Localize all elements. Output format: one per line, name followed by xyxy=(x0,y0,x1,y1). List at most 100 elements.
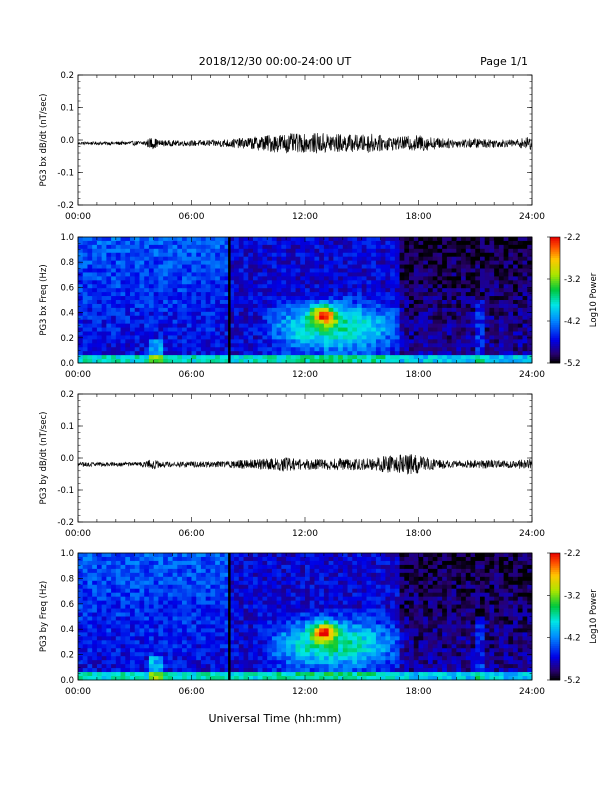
heatmap-cell xyxy=(357,339,363,344)
heatmap-cell xyxy=(106,347,112,352)
heatmap-cell xyxy=(361,237,367,242)
heatmap-cell xyxy=(92,652,98,657)
heatmap-cell xyxy=(286,268,292,273)
heatmap-cell xyxy=(498,248,505,254)
heatmap-cell xyxy=(205,343,211,348)
heatmap-cell xyxy=(177,300,183,305)
heatmap-cell xyxy=(153,240,159,246)
heatmap-cell xyxy=(234,323,240,328)
heatmap-cell xyxy=(139,580,145,586)
heatmap-cell xyxy=(196,596,202,602)
heatmap-cell xyxy=(78,272,84,277)
heatmap-cell xyxy=(286,311,292,317)
heatmap-cell xyxy=(276,588,282,594)
heatmap-cell xyxy=(309,237,315,242)
heatmap-cell xyxy=(82,568,88,574)
heatmap-cell xyxy=(248,644,254,649)
heatmap-cell xyxy=(489,327,495,332)
heatmap-cell xyxy=(163,556,169,562)
heatmap-cell xyxy=(309,319,315,325)
heatmap-cell xyxy=(323,248,330,254)
heatmap-cell xyxy=(286,616,292,621)
heatmap-cell xyxy=(409,323,415,328)
heatmap-cell xyxy=(252,600,259,605)
heatmap-cell xyxy=(111,359,117,364)
heatmap-cell xyxy=(200,556,207,562)
heatmap-cell xyxy=(224,244,230,250)
heatmap-cell xyxy=(182,237,188,242)
heatmap-cell xyxy=(120,664,126,669)
heatmap-cell xyxy=(243,596,249,602)
heatmap-cell xyxy=(186,560,192,566)
heatmap-cell xyxy=(390,343,396,348)
heatmap-cell xyxy=(115,260,121,265)
heatmap-cell xyxy=(191,612,197,617)
heatmap-cell xyxy=(191,568,197,574)
heatmap-cell xyxy=(399,280,405,285)
heatmap-cell xyxy=(357,264,363,269)
heatmap-cell xyxy=(427,311,434,317)
heatmap-cell xyxy=(527,256,533,262)
heatmap-cell xyxy=(423,331,429,336)
heatmap-cell xyxy=(205,288,211,293)
heatmap-cell xyxy=(276,660,282,665)
heatmap-cell xyxy=(404,327,410,332)
heatmap-cell xyxy=(342,343,348,348)
heatmap-cell xyxy=(503,315,509,321)
heatmap-cell xyxy=(234,355,240,360)
heatmap-cell xyxy=(82,240,88,246)
heatmap-cell xyxy=(111,351,117,356)
heatmap-cell xyxy=(413,335,419,340)
heatmap-cell xyxy=(314,268,320,273)
heatmap-cell xyxy=(309,260,315,265)
heatmap-cell xyxy=(404,237,410,242)
heatmap-cell xyxy=(139,335,145,340)
heatmap-cell xyxy=(375,292,382,297)
heatmap-cell xyxy=(418,307,424,313)
heatmap-cell xyxy=(248,264,254,269)
heatmap-cell xyxy=(323,331,330,336)
heatmap-cell xyxy=(248,596,254,602)
heatmap-cell xyxy=(470,264,476,269)
heatmap-cell xyxy=(503,268,509,273)
heatmap-cell xyxy=(461,351,467,356)
heatmap-cell xyxy=(286,560,292,566)
heatmap-cell xyxy=(418,252,424,258)
heatmap-cell xyxy=(295,323,301,328)
heatmap-cell xyxy=(224,608,230,613)
heatmap-cell xyxy=(409,359,415,364)
heatmap-cell xyxy=(158,343,164,348)
heatmap-cell xyxy=(224,592,230,598)
heatmap-cell xyxy=(177,240,183,246)
heatmap-cell xyxy=(385,347,391,352)
heatmap-cell xyxy=(394,260,400,265)
heatmap-cell xyxy=(352,319,358,325)
heatmap-cell xyxy=(409,268,415,273)
heatmap-cell xyxy=(314,331,320,336)
heatmap-cell xyxy=(347,292,353,297)
heatmap-cell xyxy=(276,672,282,677)
heatmap-cell xyxy=(286,252,292,258)
heatmap-cell xyxy=(224,315,230,321)
heatmap-cell xyxy=(423,260,429,265)
heatmap-cell xyxy=(371,264,377,269)
heatmap-cell xyxy=(224,264,230,269)
heatmap-cell xyxy=(163,319,169,325)
heatmap-cell xyxy=(451,244,457,250)
heatmap-cell xyxy=(252,644,259,649)
heatmap-cell xyxy=(394,327,400,332)
heatmap-cell xyxy=(115,248,121,254)
heatmap-cell xyxy=(158,248,164,254)
heatmap-cell xyxy=(229,616,235,621)
heatmap-cell xyxy=(309,284,315,289)
heatmap-cell xyxy=(191,672,197,677)
heatmap-cell xyxy=(262,288,268,293)
heatmap-cell xyxy=(87,327,93,332)
heatmap-cell xyxy=(423,335,429,340)
heatmap-cell xyxy=(446,315,453,321)
heatmap-cell xyxy=(186,572,192,578)
heatmap-cell xyxy=(144,596,150,602)
heatmap-cell xyxy=(134,664,140,669)
heatmap-cell xyxy=(78,296,84,301)
heatmap-cell xyxy=(446,343,453,348)
